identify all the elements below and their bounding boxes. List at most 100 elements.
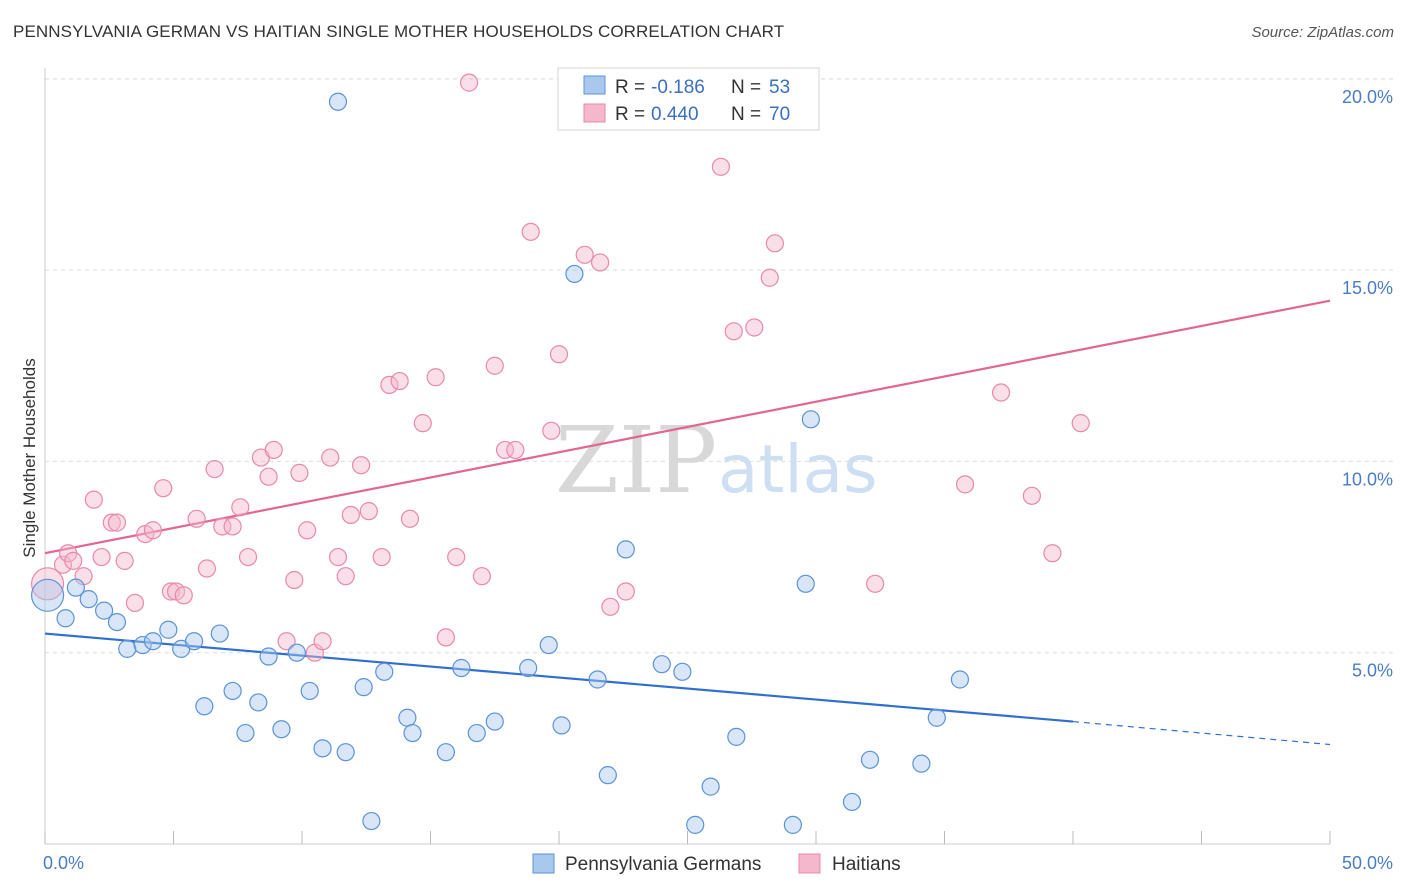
haitians-point <box>277 632 296 651</box>
pennsylvania-germans-point <box>927 708 946 727</box>
pennsylvania-germans-point <box>223 681 242 701</box>
haitians-point <box>955 475 975 494</box>
pennsylvania-germans-point <box>539 635 558 655</box>
pennsylvania-germans-point <box>375 662 394 681</box>
haitians-point <box>506 440 525 460</box>
x-tick-labels: 0.0% 50.0% <box>43 853 1393 873</box>
pennsylvania-germans-point <box>328 92 348 111</box>
haitians-point <box>485 356 504 375</box>
pennsylvania-germans-point <box>860 750 880 769</box>
pennsylvania-germans-point <box>950 670 970 689</box>
haitians-point <box>290 463 309 482</box>
haitians-point <box>84 490 103 509</box>
haitians-point <box>259 467 278 486</box>
legend-r-label-blue: R = <box>615 77 645 98</box>
pennsylvania-germans-point <box>552 716 571 735</box>
pennsylvania-germans-point <box>159 620 178 639</box>
haitians-point <box>390 371 409 391</box>
haitians-point <box>341 505 360 525</box>
haitians-point <box>711 157 731 176</box>
haitians-point <box>372 547 391 567</box>
y-tick-label: 20.0% <box>1342 87 1393 107</box>
pennsylvania-germans-point <box>30 578 65 612</box>
pennsylvania-germans-point <box>588 670 607 689</box>
y-tick-label: 10.0% <box>1342 469 1393 489</box>
haitians-point <box>760 268 779 287</box>
bottom-legend-label-pink: Haitians <box>832 854 901 875</box>
pennsylvania-germans-point <box>118 639 137 658</box>
haitians-point <box>352 456 371 475</box>
pennsylvania-germans-point <box>398 708 417 727</box>
haitians-point <box>213 517 232 536</box>
watermark-atlas: atlas <box>718 431 878 508</box>
haitians-point <box>542 421 561 440</box>
series-legend: Pennsylvania Germans Haitians <box>532 853 901 875</box>
pennsylvania-germans-point <box>801 410 820 429</box>
haitians-point <box>125 593 145 613</box>
pennsylvania-germans-point <box>133 635 152 655</box>
legend-n-value-blue: 53 <box>769 77 790 98</box>
pennsylvania-germans-point <box>519 658 538 678</box>
pennsylvania-germans-point <box>287 643 306 662</box>
haitians-point <box>591 253 610 272</box>
pennsylvania-germans-point <box>796 574 815 593</box>
pennsylvania-germans-point <box>195 697 214 716</box>
pennsylvania-germans-trend-line <box>44 632 1074 723</box>
haitians-points <box>30 73 1090 662</box>
pennsylvania-germans-point <box>313 739 332 758</box>
haitians-point <box>321 448 340 467</box>
pennsylvania-germans-point <box>236 723 255 743</box>
haitians-point <box>1043 544 1062 563</box>
pennsylvania-germans-point <box>143 632 163 651</box>
pennsylvania-germans-points <box>30 92 970 834</box>
legend-swatch-pink <box>583 103 606 123</box>
haitians-point <box>745 318 764 337</box>
pennsylvania-germans-point <box>912 754 931 773</box>
haitians-point <box>472 567 491 586</box>
pennsylvania-germans-point <box>467 723 486 743</box>
haitians-point <box>413 414 432 433</box>
haitians-point <box>143 521 163 540</box>
haitians-point <box>223 517 242 536</box>
y-tick-label: 15.0% <box>1342 278 1393 298</box>
haitians-point <box>575 245 594 264</box>
bottom-legend-swatch-blue <box>532 853 555 874</box>
haitians-point <box>231 498 250 517</box>
pennsylvania-germans-point <box>336 743 355 762</box>
pennsylvania-germans-point <box>565 264 584 284</box>
pennsylvania-germans-point <box>259 647 278 666</box>
pennsylvania-germans-point <box>673 662 692 681</box>
pennsylvania-germans-point <box>272 720 291 739</box>
pennsylvania-germans-point <box>842 792 862 812</box>
haitians-point <box>1071 414 1090 433</box>
y-axis-label: Single Mother Households <box>20 358 39 557</box>
haitians-point <box>336 567 355 586</box>
chart-title: PENNSYLVANIA GERMAN VS HAITIAN SINGLE MO… <box>13 22 785 41</box>
haitians-point <box>205 459 224 479</box>
haitians-point <box>866 574 885 593</box>
legend-n-value-pink: 70 <box>769 104 790 125</box>
bottom-legend-swatch-pink <box>798 853 821 874</box>
haitians-point <box>400 509 420 528</box>
haitians-point <box>724 322 743 341</box>
pennsylvania-germans-point <box>107 612 127 632</box>
pennsylvania-germans-point <box>95 601 114 620</box>
pennsylvania-germans-point <box>727 727 746 746</box>
pennsylvania-germans-point <box>354 678 373 697</box>
legend-r-label-pink: R = <box>615 104 645 125</box>
pennsylvania-germans-point <box>485 712 504 731</box>
bottom-legend-label-blue: Pennsylvania Germans <box>565 854 761 875</box>
haitians-point <box>285 570 304 590</box>
haitians-point <box>601 597 620 616</box>
haitians-point <box>107 513 127 532</box>
pennsylvania-germans-point <box>184 632 204 651</box>
watermark: ZIP atlas <box>555 407 878 514</box>
pennsylvania-germans-point <box>300 681 319 701</box>
haitians-point <box>298 521 317 540</box>
legend-n-label-pink: N = <box>731 104 761 125</box>
haitians-point <box>447 547 466 567</box>
haitians-point <box>238 547 258 567</box>
haitians-point <box>436 628 456 647</box>
haitians-point <box>521 222 540 241</box>
haitians-point <box>359 502 378 521</box>
